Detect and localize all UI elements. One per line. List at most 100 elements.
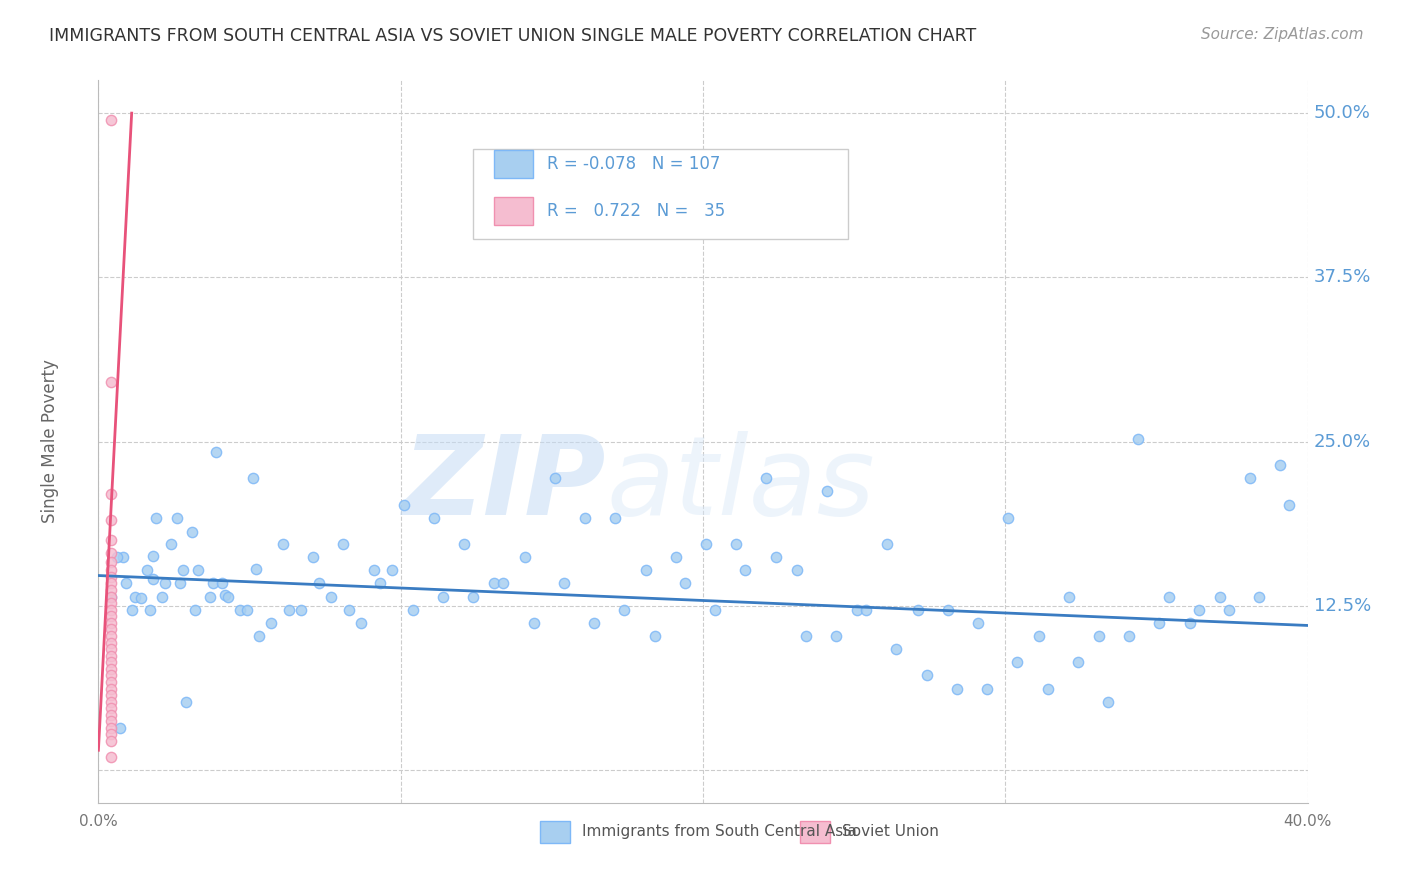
Point — [484, 576, 506, 591]
Point — [100, 662, 122, 676]
Text: Soviet Union: Soviet Union — [842, 824, 939, 839]
Point — [1128, 432, 1150, 446]
Point — [1118, 629, 1140, 643]
Point — [111, 550, 134, 565]
Point — [634, 563, 657, 577]
Point — [235, 603, 257, 617]
Point — [794, 629, 817, 643]
Point — [734, 563, 756, 577]
Point — [755, 471, 778, 485]
Point — [100, 487, 122, 501]
Point — [1209, 590, 1232, 604]
Point — [124, 590, 146, 604]
Point — [247, 629, 270, 643]
Point — [583, 615, 606, 630]
Point — [172, 563, 194, 577]
Point — [105, 550, 128, 565]
Point — [100, 615, 122, 630]
Point — [153, 576, 176, 591]
Point — [160, 537, 183, 551]
Point — [553, 576, 575, 591]
Point — [100, 590, 122, 604]
Point — [100, 376, 122, 390]
Point — [100, 603, 122, 617]
Point — [976, 681, 998, 696]
Point — [145, 510, 167, 524]
Point — [825, 629, 848, 643]
Point — [100, 546, 122, 560]
Point — [181, 525, 204, 540]
Point — [1188, 603, 1211, 617]
Point — [100, 701, 122, 715]
Point — [100, 590, 122, 604]
Point — [523, 615, 546, 630]
Point — [1097, 695, 1119, 709]
Text: IMMIGRANTS FROM SOUTH CENTRAL ASIA VS SOVIET UNION SINGLE MALE POVERTY CORRELATI: IMMIGRANTS FROM SOUTH CENTRAL ASIA VS SO… — [49, 27, 976, 45]
Point — [544, 471, 567, 485]
Point — [368, 576, 391, 591]
Point — [214, 588, 236, 602]
Text: atlas: atlas — [606, 432, 875, 539]
Point — [644, 629, 666, 643]
Point — [135, 563, 157, 577]
Point — [665, 550, 688, 565]
Point — [271, 537, 294, 551]
Point — [1239, 471, 1261, 485]
Text: R = -0.078   N = 107: R = -0.078 N = 107 — [547, 155, 720, 173]
Point — [100, 513, 122, 527]
Point — [100, 576, 122, 591]
Point — [100, 648, 122, 663]
Point — [1088, 629, 1111, 643]
Point — [337, 603, 360, 617]
Bar — [540, 821, 569, 843]
Point — [100, 681, 122, 696]
Point — [121, 603, 143, 617]
Point — [725, 537, 748, 551]
Point — [184, 603, 207, 617]
Point — [229, 603, 252, 617]
Text: 0.0%: 0.0% — [79, 814, 118, 829]
Point — [946, 681, 969, 696]
Point — [277, 603, 299, 617]
Point — [205, 445, 228, 459]
Text: 12.5%: 12.5% — [1313, 597, 1371, 615]
Point — [673, 576, 696, 591]
Point — [260, 615, 283, 630]
Point — [100, 749, 122, 764]
Text: 50.0%: 50.0% — [1313, 104, 1371, 122]
Point — [1157, 590, 1180, 604]
Point — [100, 668, 122, 682]
Point — [100, 533, 122, 547]
Point — [100, 675, 122, 690]
Point — [1249, 590, 1271, 604]
Point — [290, 603, 312, 617]
Point — [100, 555, 122, 569]
Point — [100, 714, 122, 729]
Point — [100, 596, 122, 610]
Point — [1036, 681, 1059, 696]
Point — [1270, 458, 1292, 473]
Point — [1178, 615, 1201, 630]
Point — [174, 695, 197, 709]
Point — [876, 537, 898, 551]
Point — [936, 603, 959, 617]
Point — [100, 707, 122, 722]
Point — [1149, 615, 1171, 630]
Point — [100, 727, 122, 741]
Point — [786, 563, 808, 577]
Point — [381, 563, 404, 577]
Text: R =   0.722   N =   35: R = 0.722 N = 35 — [547, 202, 725, 220]
Point — [150, 590, 173, 604]
Point — [453, 537, 475, 551]
Point — [363, 563, 385, 577]
Point — [332, 537, 354, 551]
Point — [100, 721, 122, 735]
Text: 40.0%: 40.0% — [1284, 814, 1331, 829]
Point — [613, 603, 636, 617]
Point — [169, 576, 191, 591]
Point — [100, 563, 122, 577]
Text: 25.0%: 25.0% — [1313, 433, 1371, 450]
Point — [967, 615, 990, 630]
Point — [915, 668, 938, 682]
Point — [402, 603, 425, 617]
